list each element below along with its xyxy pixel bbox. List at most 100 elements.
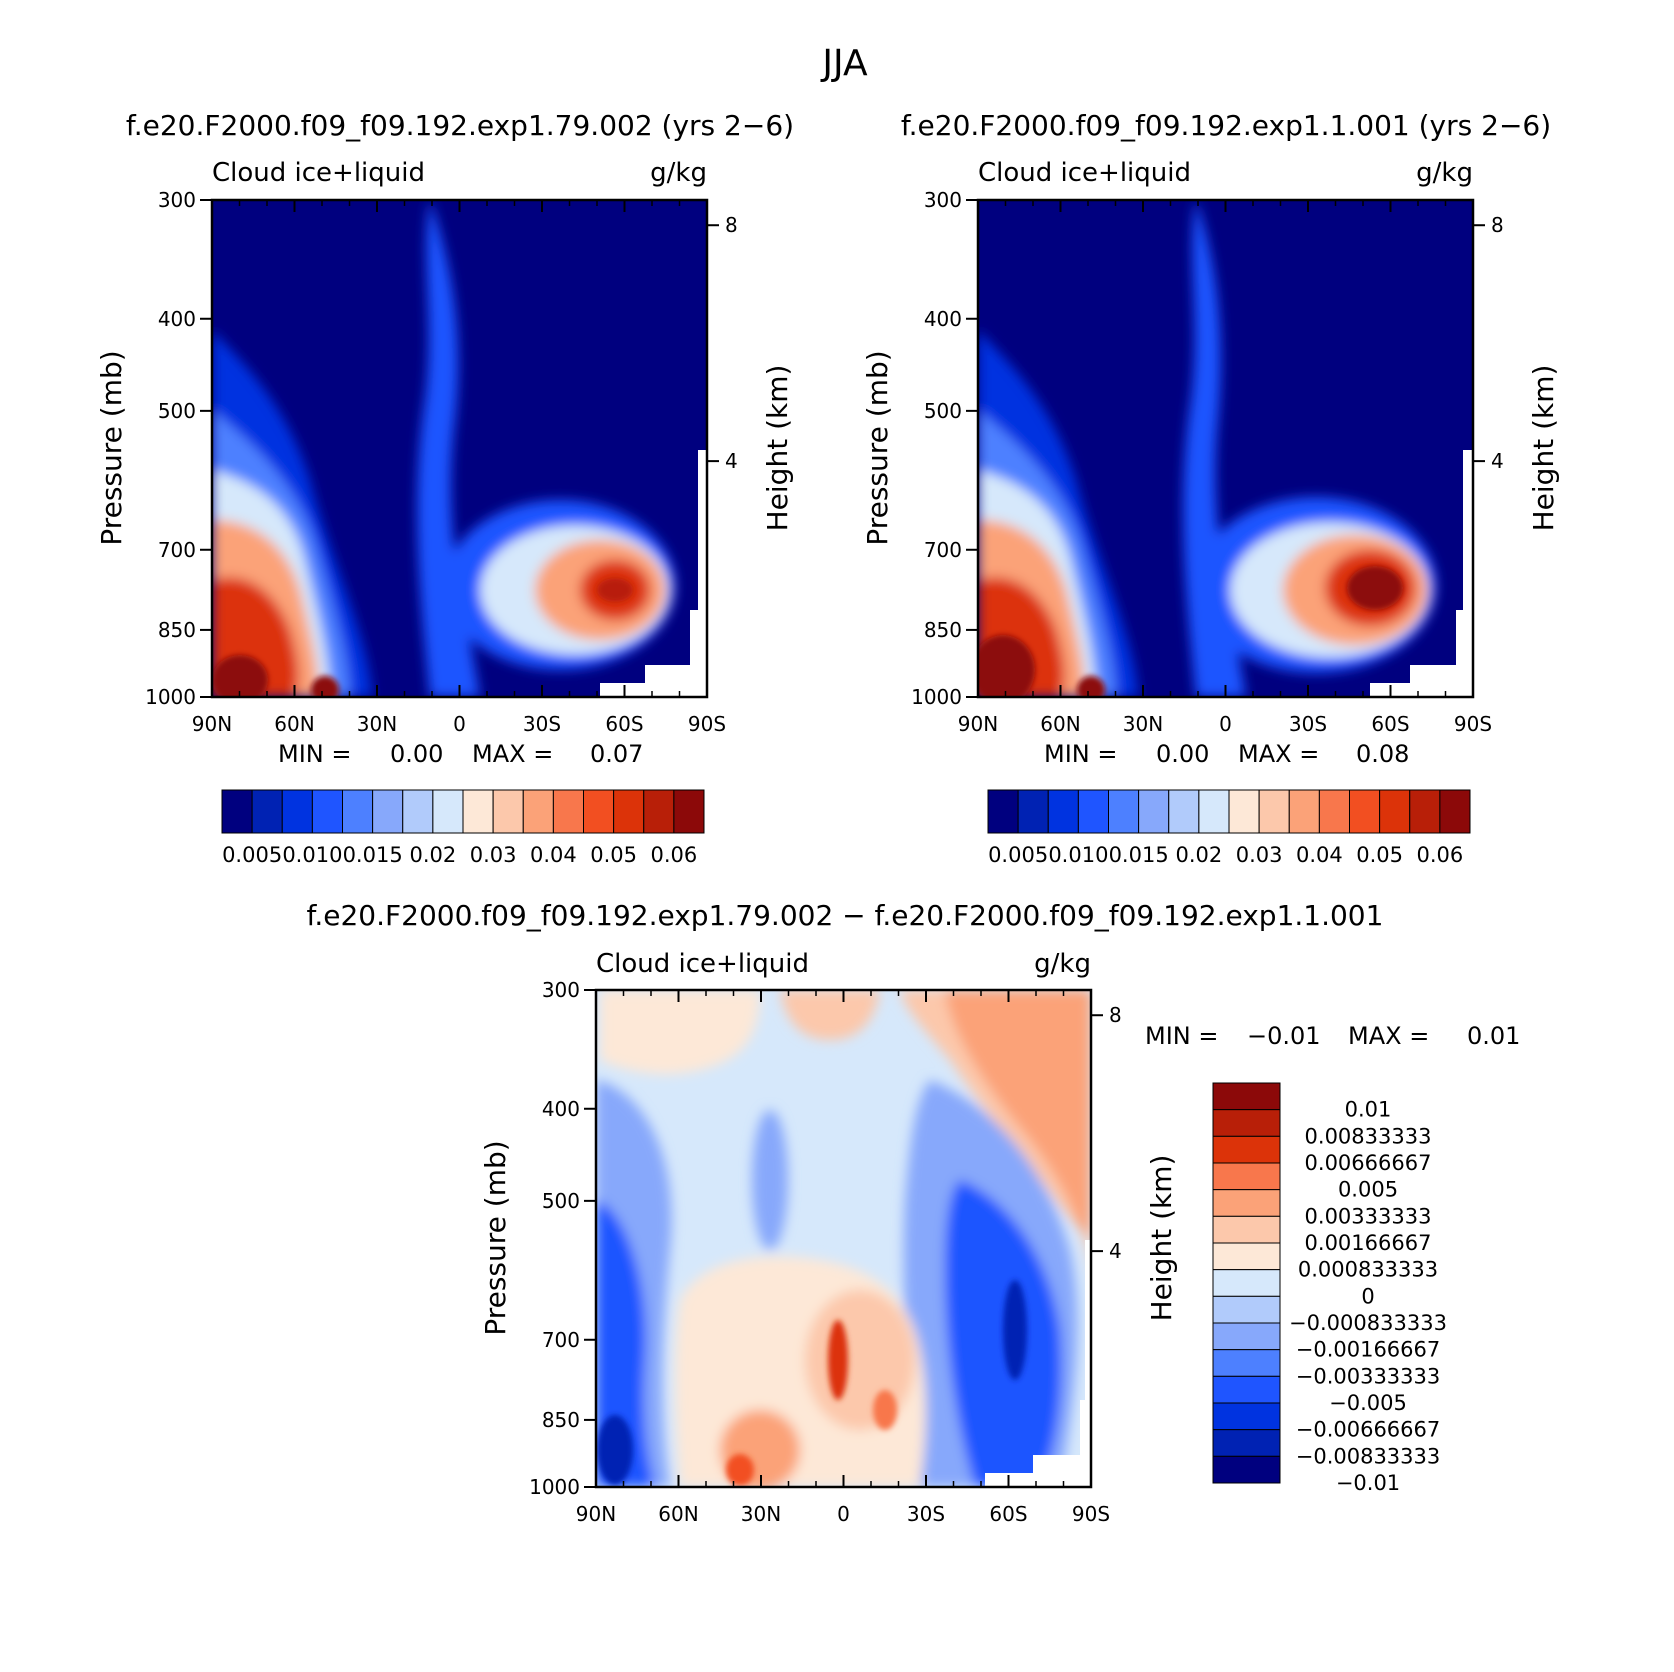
colorbar-swatch: [1047, 789, 1079, 834]
x-tick-label: 0: [1219, 712, 1232, 736]
colorbar-label: 0.010: [1048, 843, 1108, 867]
core-north-2: [311, 676, 339, 697]
panel-right-units-label: g/kg: [1416, 158, 1473, 188]
x-tick-label: 30N: [1123, 712, 1163, 736]
colorbar-label: 0.06: [650, 843, 697, 867]
x-tick-label: 60N: [274, 712, 314, 736]
colorbar-swatch: [1212, 1082, 1281, 1111]
colorbar-swatch: [281, 789, 313, 834]
colorbar-swatch: [1212, 1135, 1281, 1164]
colorbar-swatch: [522, 789, 554, 834]
colorbar-swatch: [221, 789, 253, 834]
y2-tick-label: 8: [1491, 213, 1504, 237]
y-tick-label: 400: [158, 307, 196, 331]
y-tick-label: 1000: [145, 685, 196, 709]
y2-tick-label: 4: [1109, 1239, 1122, 1263]
core-north-2: [1077, 676, 1105, 697]
x-tick-label: 90N: [958, 712, 998, 736]
panel-diff-max-label: MAX =: [1348, 1022, 1429, 1050]
colorbar-swatch: [1212, 1375, 1281, 1404]
y-tick-label: 700: [158, 538, 196, 562]
x-tick-label: 30N: [357, 712, 397, 736]
colorbar-swatch: [1212, 1322, 1281, 1351]
y-tick-label: 700: [924, 538, 962, 562]
x-tick-label: 60S: [989, 1502, 1027, 1526]
colorbar-swatch: [987, 789, 1019, 834]
colorbar-label: 0.03: [1236, 843, 1283, 867]
panel-left-y2label: Height (km): [761, 365, 794, 532]
missing-data-mask: [1370, 450, 1473, 697]
y2-tick-label: 8: [725, 213, 738, 237]
colorbar-swatch: [1212, 1295, 1281, 1324]
panel-diff-y2label: Height (km): [1145, 1155, 1178, 1322]
y-tick-label: 1000: [911, 685, 962, 709]
x-tick-label: 90N: [192, 712, 232, 736]
y-tick-label: 500: [158, 399, 196, 423]
panel-diff-variable-label: Cloud ice+liquid: [596, 949, 809, 979]
colorbar-label: −0.00166667: [1296, 1338, 1441, 1362]
panel-right-title: f.e20.F2000.f09_f09.192.exp1.1.001 (yrs …: [901, 109, 1551, 142]
missing-data-mask: [985, 1240, 1091, 1487]
warm-upper-south-light: [900, 990, 1091, 1290]
colorbar-swatch: [1379, 789, 1411, 834]
warm-upper-north: [600, 990, 760, 1075]
colorbar-swatch: [552, 789, 584, 834]
panel-left-max-label: MAX =: [472, 740, 553, 768]
panel-left-ylabel: Pressure (mb): [95, 350, 128, 545]
panel-left-axes: 90N 60N 30N 0 30S 60S 90S 300 400 500 700 850 1000 8 4: [145, 188, 738, 736]
colorbar-label: 0.005: [988, 843, 1048, 867]
x-tick-label: 0: [837, 1502, 850, 1526]
y-tick-label: 300: [542, 978, 580, 1002]
panel-diff-axes: 90N 60N 30N 0 30S 60S 90S 300 400 500 700 850 1000 8 4: [529, 978, 1122, 1526]
warm-core-equator: [828, 1320, 848, 1400]
panel-diff-min-value: −0.01: [1247, 1022, 1321, 1050]
panel-left-variable-label: Cloud ice+liquid: [212, 158, 425, 188]
panel-diff-max-value: 0.01: [1467, 1022, 1520, 1050]
cool-mid-column: [752, 1110, 788, 1250]
colorbar-swatch: [492, 789, 524, 834]
colorbar-swatch: [1288, 789, 1320, 834]
colorbar-swatch: [1212, 1162, 1281, 1191]
panel-right-min-label: MIN =: [1044, 740, 1117, 768]
warm-core-30s: [873, 1390, 897, 1430]
colorbar-swatch: [1212, 1455, 1281, 1484]
colorbar-swatch: [1439, 789, 1471, 834]
colorbar-label: 0.00166667: [1305, 1231, 1432, 1255]
y-tick-label: 850: [542, 1408, 580, 1432]
colorbar-label: 0.02: [409, 843, 456, 867]
core-north: [978, 635, 1035, 697]
warm-core-north: [726, 1454, 754, 1486]
colorbar-swatch: [1228, 789, 1260, 834]
y2-tick-label: 4: [725, 449, 738, 473]
core-north: [212, 655, 268, 697]
panel-left-min-value: 0.00: [390, 740, 443, 768]
x-tick-label: 30S: [907, 1502, 945, 1526]
colorbar-label: 0.01: [1345, 1098, 1392, 1122]
colorbar-swatch: [1212, 1189, 1281, 1217]
colorbar-swatch: [1212, 1242, 1281, 1271]
panel-left-min-label: MIN =: [278, 740, 351, 768]
warm-upper-equator: [780, 990, 880, 1040]
panel-diff-units-label: g/kg: [1034, 949, 1091, 979]
panel-right-max-label: MAX =: [1238, 740, 1319, 768]
colorbar-label: −0.000833333: [1289, 1311, 1447, 1335]
colorbar-swatch: [1212, 1349, 1281, 1377]
panel-diff-min-label: MIN =: [1145, 1022, 1218, 1050]
cool-north-strong: [596, 1200, 655, 1487]
x-tick-label: 60N: [658, 1502, 698, 1526]
colorbar-swatch: [643, 789, 675, 834]
x-tick-label: 90N: [576, 1502, 616, 1526]
warm-lower-mid: [805, 1290, 915, 1430]
x-tick-label: 60S: [605, 712, 643, 736]
panel-right-plot: [978, 200, 1473, 697]
colorbar-swatch: [1349, 789, 1381, 834]
y-tick-label: 500: [542, 1189, 580, 1213]
colorbar-swatch: [402, 789, 434, 834]
panel-right-variable-label: Cloud ice+liquid: [978, 158, 1191, 188]
colorbar-swatch: [1108, 789, 1140, 834]
colorbar-swatch: [583, 789, 615, 834]
y-tick-label: 400: [542, 1097, 580, 1121]
x-tick-label: 90S: [1072, 1502, 1110, 1526]
colorbar-label: −0.00333333: [1296, 1364, 1441, 1388]
